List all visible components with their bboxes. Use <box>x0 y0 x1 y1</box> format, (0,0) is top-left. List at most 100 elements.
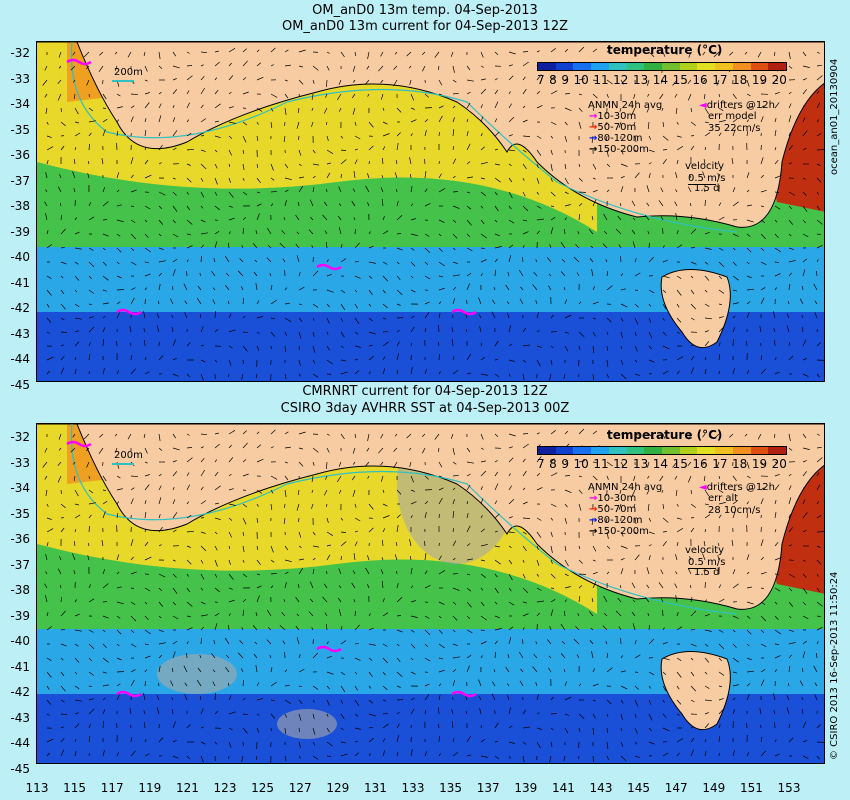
depth-arrow-icon: → <box>589 515 598 526</box>
panel2-err-line1: err alt <box>708 493 739 504</box>
lon-tick-label: 135 <box>439 781 463 795</box>
panel2-title-1: CMRNRT current for 04-Sep-2013 12Z <box>302 384 548 399</box>
lat-tick-label: -35 <box>10 122 30 137</box>
panel2-drifters-text: drifters @12h <box>706 482 775 493</box>
depth-legend-label: 10-30m <box>597 493 637 504</box>
colorbar-tick: 13 <box>632 457 649 471</box>
depth-legend-item: →150-200m <box>589 526 649 537</box>
panel2-side-text: © CSIRO 2013 16-Sep-2013 11:50:24 <box>829 571 840 760</box>
drifter-marker-icon: ◄ <box>699 482 707 493</box>
lat-tick-label: -38 <box>10 583 30 597</box>
panel2-velocity-value: 0.5 m/s <box>688 557 726 568</box>
depth-arrow-icon: → <box>589 122 598 133</box>
lat-tick-label: -43 <box>10 326 30 341</box>
drifter-track <box>66 440 92 448</box>
lat-tick-label: -44 <box>10 736 30 750</box>
depth-legend-label: 10-30m <box>597 111 637 122</box>
colorbar-swatch <box>715 63 733 70</box>
depth-legend-label: 80-120m <box>597 133 643 144</box>
lat-tick-label: -36 <box>10 532 30 546</box>
panel2-colorbar <box>537 446 787 455</box>
lat-tick-label: -37 <box>10 557 30 572</box>
depth-arrow-icon: → <box>589 493 598 504</box>
colorbar-swatch <box>538 447 556 454</box>
lat-tick-label: -42 <box>10 301 30 315</box>
depth-arrow-icon: → <box>589 144 598 155</box>
colorbar-swatch <box>662 63 680 70</box>
lon-tick-label: 113 <box>25 781 49 795</box>
colorbar-swatch <box>697 63 716 70</box>
drifter-track <box>451 690 477 698</box>
panel1-title-2: OM_anD0 13m current for 04-Sep-2013 12Z <box>281 19 569 34</box>
depth-legend-item: →10-30m <box>589 111 649 122</box>
colorbar-swatch <box>732 447 751 454</box>
lon-tick-label: 139 <box>514 781 538 795</box>
colorbar-tick: 20 <box>771 457 787 471</box>
colorbar-tick: 15 <box>672 73 688 87</box>
lat-tick-label: -40 <box>10 634 30 648</box>
panel1-err-line2: 35 22cm/s <box>708 123 761 134</box>
shelf-contour-200m <box>70 424 738 615</box>
drifter-track <box>66 58 92 66</box>
depth-legend-item: →80-120m <box>589 133 649 144</box>
panel1-side-text: ocean_an01_20130904 <box>829 58 840 175</box>
colorbar-tick: 17 <box>712 73 728 87</box>
colorbar-tick: 17 <box>712 457 728 471</box>
map-panel-observed[interactable] <box>36 423 825 764</box>
panel1-velocity-scale: 1.5 d <box>694 183 720 194</box>
lon-tick-label: 117 <box>100 781 124 795</box>
panel2-velocity-arrow <box>688 568 716 569</box>
lat-tick-label: -34 <box>10 97 30 111</box>
colorbar-swatch <box>573 447 592 454</box>
colorbar-tick: 14 <box>652 73 669 87</box>
colorbar-tick: 16 <box>692 73 708 87</box>
map-svg-2 <box>37 424 824 763</box>
panel1-colorbar-title: temperature (°C) <box>607 43 723 57</box>
lat-tick-label: -34 <box>10 481 30 495</box>
shelf-contour-200m <box>70 42 738 233</box>
lon-tick-label: 145 <box>627 781 651 795</box>
map-panel-model[interactable] <box>36 41 825 382</box>
panel1-scale-bar <box>112 80 134 82</box>
colorbar-swatch <box>750 63 769 70</box>
lon-tick-label: 121 <box>175 781 199 795</box>
panel1-legend-title: ANMN 24h avg <box>588 100 663 111</box>
lon-tick-label: 147 <box>664 781 688 795</box>
map-svg-1 <box>37 42 824 381</box>
panel2-legend-title: ANMN 24h avg <box>588 482 663 493</box>
lat-tick-label: -39 <box>10 224 30 239</box>
colorbar-tick: 19 <box>751 457 768 471</box>
lat-tick-label: -35 <box>10 506 30 521</box>
lon-tick-label: 119 <box>138 781 162 795</box>
panel1-velocity-label: velocity <box>685 161 725 172</box>
lat-tick-label: -42 <box>10 685 30 699</box>
depth-arrow-icon: → <box>589 111 598 122</box>
australia-land <box>37 42 824 228</box>
colorbar-tick: 10 <box>573 457 589 471</box>
depth-legend-item: →150-200m <box>589 144 649 155</box>
australia-land <box>37 424 824 610</box>
colorbar-swatch <box>768 447 787 454</box>
panel1-colorbar <box>537 62 787 71</box>
colorbar-tick: 9 <box>561 73 569 87</box>
colorbar-tick: 12 <box>613 73 629 87</box>
colorbar-swatch <box>626 447 645 454</box>
lat-tick-label: -36 <box>10 148 30 162</box>
panel1-title-1: OM_anD0 13m temp. 04-Sep-2013 <box>312 3 538 18</box>
cloud-mask <box>277 709 337 739</box>
colorbar-tick: 19 <box>751 73 768 87</box>
lat-tick-label: -41 <box>10 659 30 674</box>
lat-tick-label: -43 <box>10 710 30 725</box>
colorbar-swatch <box>555 63 574 70</box>
colorbar-swatch <box>679 447 698 454</box>
panel1-colorbar-ticks: 7 8 9 10 11 12 13 14 15 16 17 18 19 20 <box>537 73 787 87</box>
panel2-err-line2: 28 10cm/s <box>708 505 761 516</box>
lat-tick-label: -32 <box>10 430 30 444</box>
lon-tick-label: 127 <box>288 781 312 795</box>
lon-tick-label: 115 <box>63 781 87 795</box>
velocity-field <box>42 46 824 381</box>
colorbar-swatch <box>679 63 698 70</box>
lat-tick-label: -45 <box>10 377 30 392</box>
panel2-velocity-scale: 1.5 d <box>694 567 720 578</box>
lat-tick-label: -41 <box>10 275 30 290</box>
